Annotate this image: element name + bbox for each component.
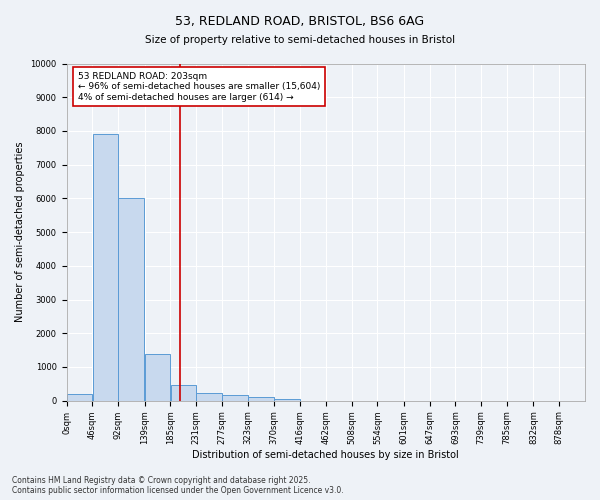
Bar [118,198,144,400]
Bar [196,393,221,400]
Y-axis label: Number of semi-detached properties: Number of semi-detached properties [15,142,25,322]
Text: Size of property relative to semi-detached houses in Bristol: Size of property relative to semi-detach… [145,35,455,45]
Text: Contains HM Land Registry data © Crown copyright and database right 2025.
Contai: Contains HM Land Registry data © Crown c… [12,476,344,495]
Bar [92,134,118,400]
Bar [145,354,170,401]
Bar [67,394,92,400]
Text: 53, REDLAND ROAD, BRISTOL, BS6 6AG: 53, REDLAND ROAD, BRISTOL, BS6 6AG [175,15,425,28]
Bar [248,398,274,400]
Bar [170,384,196,400]
Bar [222,395,248,400]
X-axis label: Distribution of semi-detached houses by size in Bristol: Distribution of semi-detached houses by … [193,450,459,460]
Bar [274,399,299,400]
Text: 53 REDLAND ROAD: 203sqm
← 96% of semi-detached houses are smaller (15,604)
4% of: 53 REDLAND ROAD: 203sqm ← 96% of semi-de… [78,72,320,102]
